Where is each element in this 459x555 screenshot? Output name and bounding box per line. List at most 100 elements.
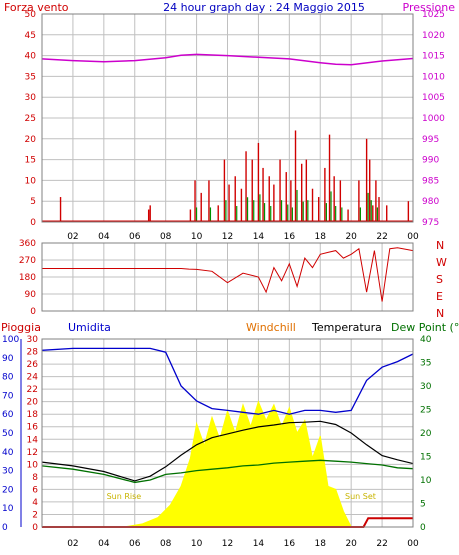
temp-tick-label: 25: [420, 406, 431, 416]
pressure-tick-label: 1025: [422, 10, 445, 20]
temp-tick-label: 5: [420, 500, 426, 510]
chart-title: 24 hour graph day : 24 Maggio 2015: [163, 1, 365, 14]
pressure-tick-label: 1010: [422, 72, 445, 82]
sun-annotations: Sun Rise Sun Set: [107, 492, 376, 501]
dewpoint-label: Dew Point (°C: [391, 321, 459, 334]
x-tick-label: 12: [222, 232, 233, 242]
temp-axis-ticks: 0 5 10 15 20 25 30 35 40: [420, 335, 432, 533]
x-tick-label: 14: [253, 232, 265, 242]
x-tick-label: 22: [376, 232, 387, 242]
wind-tick-label: 5: [30, 197, 36, 207]
temp-tick-label: 15: [420, 453, 431, 463]
direction-tick-label: 90: [25, 290, 37, 300]
humidity-tick-label: 70: [2, 391, 14, 401]
header-wind-label: Forza vento: [4, 1, 69, 14]
pressure-tick-label: 1015: [422, 52, 445, 62]
header-pressure-label: Pressione: [403, 1, 456, 14]
pressure-tick-label: 1000: [422, 114, 445, 124]
x-tick-label: 06: [129, 232, 141, 242]
humidity-tick-label: 50: [2, 429, 14, 439]
pressure-axis-ticks: 975 980 985 990 995 1000 1005 1010 1015 1020 1025: [422, 10, 445, 228]
temp-x-ticks: 02 04 06 08 10 12 14 16 18 20 22 00: [67, 539, 419, 549]
x-tick-label: 06: [129, 539, 141, 549]
pressure-tick-label: 985: [422, 176, 439, 186]
wind-tick-label: 50: [25, 10, 37, 20]
temp-tick-label: 30: [420, 382, 432, 392]
compass-label: N: [436, 307, 444, 320]
rain-tick-label: 14: [27, 435, 39, 445]
x-tick-label: 08: [160, 539, 172, 549]
x-tick-label: 04: [98, 539, 110, 549]
rain-tick-label: 2: [32, 510, 38, 520]
compass-label: N: [436, 239, 444, 252]
pressure-tick-label: 990: [422, 156, 439, 166]
wind-tick-label: 15: [25, 156, 36, 166]
x-tick-label: 12: [222, 539, 233, 549]
humidity-tick-label: 90: [2, 354, 14, 364]
sun-annotation: Sun Rise: [107, 492, 142, 501]
wind-panel-frame: [41, 13, 414, 223]
humidity-tick-label: 20: [2, 485, 14, 495]
direction-tick-label: 270: [19, 256, 36, 266]
compass-label: S: [436, 273, 443, 286]
rain-tick-label: 26: [27, 360, 39, 370]
x-tick-label: 10: [191, 232, 203, 242]
direction-panel-frame: [41, 242, 414, 312]
compass-label: E: [436, 290, 443, 303]
pressure-tick-label: 1020: [422, 31, 445, 41]
rain-tick-label: 4: [32, 498, 38, 508]
wind-tick-label: 20: [25, 135, 37, 145]
wind-x-ticks: 02 04 06 08 10 12 14 16 18 20 22 00: [67, 232, 419, 242]
temperature-label: Temperatura: [311, 321, 382, 334]
x-tick-label: 16: [284, 232, 296, 242]
rain-tick-label: 28: [27, 348, 39, 358]
wind-bars: [42, 130, 413, 222]
rain-tick-label: 24: [27, 373, 39, 383]
temp-tick-label: 35: [420, 359, 431, 369]
dewpoint-line: [41, 459, 414, 484]
humidity-label: Umidita: [68, 321, 111, 334]
rain-tick-label: 10: [27, 460, 39, 470]
x-tick-label: 08: [160, 232, 172, 242]
rain-tick-label: 30: [27, 335, 39, 345]
humidity-tick-label: 60: [2, 410, 14, 420]
humidity-tick-label: 40: [2, 448, 14, 458]
x-tick-label: 02: [67, 539, 78, 549]
humidity-tick-label: 10: [2, 504, 14, 514]
humidity-axis-ticks: 0 10 20 30 40 50 60 70 80 90 100: [2, 335, 22, 533]
rain-tick-label: 20: [27, 398, 39, 408]
temp-tick-label: 10: [420, 476, 432, 486]
wind-tick-label: 35: [25, 72, 36, 82]
humidity-line: [41, 347, 414, 415]
wind-tick-label: 30: [25, 93, 37, 103]
rain-tick-label: 22: [27, 385, 38, 395]
windchill-label: Windchill: [246, 321, 296, 334]
x-tick-label: 20: [345, 539, 357, 549]
pressure-tick-label: 1005: [422, 93, 445, 103]
wind-tick-label: 40: [25, 52, 37, 62]
x-tick-label: 10: [191, 539, 203, 549]
humidity-tick-label: 0: [2, 523, 8, 533]
x-tick-label: 16: [284, 539, 296, 549]
wind-tick-label: 0: [30, 218, 36, 228]
rain-tick-label: 12: [27, 448, 38, 458]
wind-panel-grid: [42, 13, 413, 223]
direction-tick-label: 0: [30, 307, 36, 317]
temperature-line: [41, 420, 414, 482]
x-tick-label: 22: [376, 539, 387, 549]
rain-tick-label: 0: [32, 523, 38, 533]
wind-tick-label: 10: [25, 176, 37, 186]
pressure-line: [41, 53, 414, 66]
compass-label: W: [436, 256, 447, 269]
temp-panel-frame: [41, 338, 414, 528]
sun-annotation: Sun Set: [345, 492, 376, 501]
direction-tick-label: 180: [19, 273, 36, 283]
direction-tick-label: 360: [19, 239, 36, 249]
wind-direction-line: [42, 247, 414, 302]
humidity-tick-label: 80: [2, 373, 14, 383]
wind-axis-ticks: 0 5 10 15 20 25 30 35 40 45 50: [25, 10, 37, 228]
